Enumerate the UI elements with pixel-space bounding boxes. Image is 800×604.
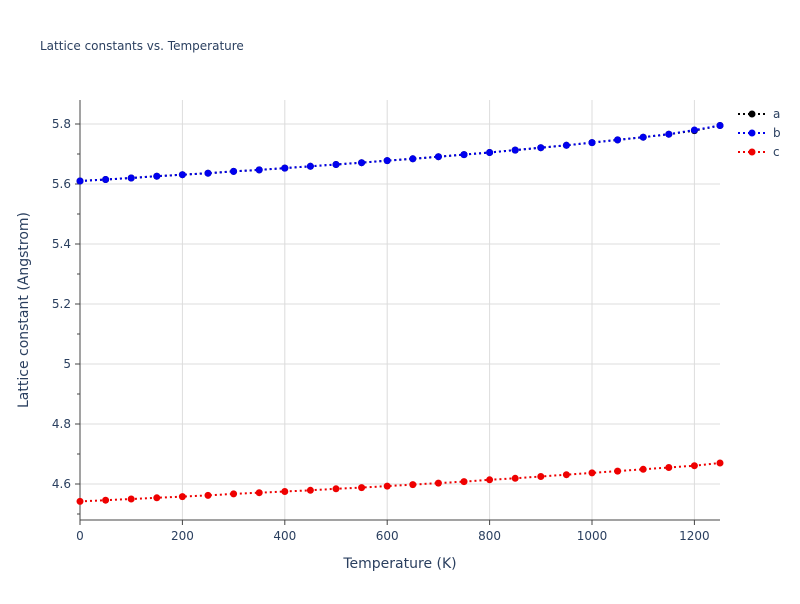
data-point-b [562, 141, 570, 149]
x-tick-label: 0 [76, 529, 84, 543]
x-tick-label: 800 [478, 529, 501, 543]
legend-label: b [773, 126, 781, 140]
y-tick-label: 5.4 [52, 237, 71, 251]
data-point-c [178, 493, 186, 501]
chart-title: Lattice constants vs. Temperature [40, 39, 244, 53]
data-point-c [127, 495, 135, 503]
data-point-c [409, 481, 417, 489]
data-point-b [306, 162, 314, 170]
data-point-c [562, 471, 570, 479]
data-point-b [588, 139, 596, 147]
grid-lines [80, 100, 720, 520]
data-point-b [665, 130, 673, 138]
data-point-c [716, 459, 724, 467]
y-tick-label: 4.6 [52, 477, 71, 491]
data-point-b [281, 164, 289, 172]
data-point-c [665, 464, 673, 471]
data-point-c [537, 473, 545, 480]
x-tick-label: 1200 [679, 529, 710, 543]
data-point-c [255, 489, 263, 497]
x-tick-label: 400 [273, 529, 296, 543]
axes: 0 200 400 600 800 1000 1200 4.6 4.8 5 5.2 5.4 5.6 5.8 [52, 100, 720, 543]
data-point-b [716, 122, 724, 129]
legend-item-c[interactable]: c [738, 145, 780, 159]
data-point-b [537, 144, 545, 152]
data-point-c [486, 476, 494, 484]
y-tick-label: 5.6 [52, 177, 71, 191]
data-point-b [332, 161, 340, 168]
data-point-b [204, 169, 212, 177]
data-point-b [76, 177, 84, 185]
data-point-b [358, 159, 366, 167]
data-point-c [460, 478, 468, 486]
legend-label: c [773, 145, 780, 159]
y-tick-label: 5.2 [52, 297, 71, 311]
data-point-c [230, 490, 238, 498]
data-point-c [434, 479, 442, 487]
data-point-c [614, 467, 622, 475]
data-point-c [76, 497, 84, 505]
data-point-c [383, 482, 391, 490]
x-tick-label: 600 [376, 529, 399, 543]
data-point-b [127, 174, 135, 182]
y-tick-label: 5 [63, 357, 71, 371]
data-point-b [460, 151, 468, 159]
series-line-c [79, 462, 721, 503]
data-point-b [614, 136, 622, 144]
data-point-b [434, 153, 442, 161]
data-point-c [306, 486, 314, 494]
y-axis-label: Lattice constant (Angstrom) [16, 212, 32, 408]
data-point-c [358, 484, 366, 492]
data-point-c [690, 462, 698, 470]
series-layer [76, 122, 724, 505]
legend-item-b[interactable]: b [738, 126, 781, 140]
legend-swatch-marker [748, 148, 756, 156]
data-point-c [588, 469, 596, 477]
legend-label: a [773, 107, 780, 121]
data-point-b [639, 133, 647, 141]
data-point-b [690, 126, 698, 134]
data-point-c [102, 496, 110, 504]
legend-swatch-marker [748, 110, 756, 118]
x-tick-label: 200 [171, 529, 194, 543]
data-point-b [409, 155, 417, 163]
legend[interactable]: abc [738, 107, 781, 159]
data-point-c [204, 491, 212, 499]
legend-swatch-marker [748, 129, 756, 137]
series-line-a [79, 124, 721, 182]
x-tick-label: 1000 [577, 529, 608, 543]
data-point-b [102, 176, 110, 183]
data-point-b [230, 167, 238, 175]
data-point-b [178, 171, 186, 179]
data-point-c [511, 474, 519, 482]
data-point-c [639, 465, 647, 473]
data-point-b [486, 149, 494, 156]
data-point-b [383, 157, 391, 165]
legend-item-a[interactable]: a [738, 107, 780, 121]
data-point-c [281, 488, 289, 495]
data-point-b [255, 166, 263, 174]
series-line-b [79, 124, 721, 182]
x-axis-label: Temperature (K) [342, 556, 456, 572]
data-point-c [332, 485, 340, 493]
data-point-b [153, 172, 161, 180]
y-tick-label: 4.8 [52, 417, 71, 431]
data-point-b [511, 146, 519, 154]
y-tick-label: 5.8 [52, 117, 71, 131]
data-point-c [153, 494, 161, 502]
